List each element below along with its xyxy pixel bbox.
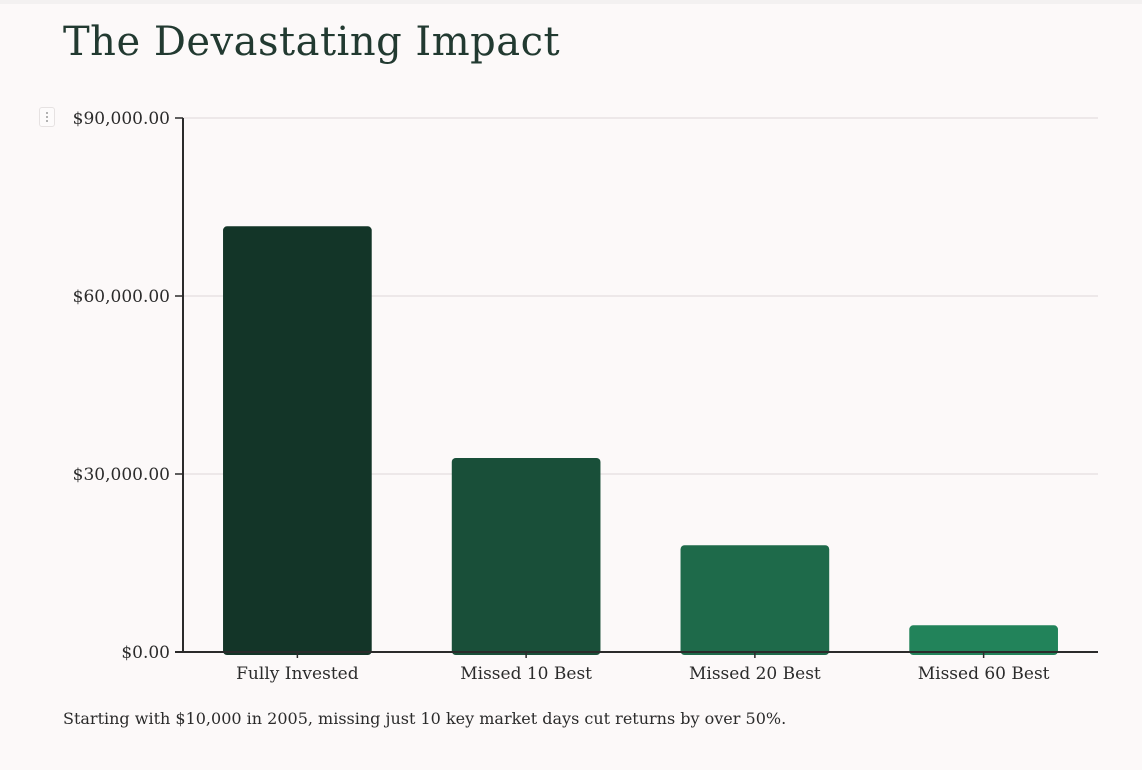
x-tick-label: Missed 20 Best xyxy=(689,664,821,684)
top-border xyxy=(0,0,1142,4)
x-tick-label: Missed 10 Best xyxy=(460,664,592,684)
vertical-dots-icon xyxy=(46,112,48,122)
y-tick-labels: $0.00 $30,000.00 $60,000.00 $90,000.00 xyxy=(73,109,170,663)
x-tick-label: Missed 60 Best xyxy=(918,664,1050,684)
y-tick-label: $60,000.00 xyxy=(73,287,170,307)
axes xyxy=(175,117,1098,658)
y-tick-label: $30,000.00 xyxy=(73,465,170,485)
chart-caption: Starting with $10,000 in 2005, missing j… xyxy=(63,709,787,728)
x-tick-label: Fully Invested xyxy=(236,664,359,684)
x-category-labels: Fully Invested Missed 10 Best Missed 20 Be… xyxy=(236,664,1050,684)
chart-menu-button[interactable] xyxy=(39,107,55,127)
y-tick-label: $90,000.00 xyxy=(73,109,170,129)
bar xyxy=(223,226,372,656)
bar xyxy=(680,545,830,655)
bar xyxy=(909,625,1058,655)
bar xyxy=(451,457,601,655)
bars xyxy=(223,226,1058,656)
y-tick-label: $0.00 xyxy=(121,643,170,663)
page-title: The Devastating Impact xyxy=(63,19,561,65)
